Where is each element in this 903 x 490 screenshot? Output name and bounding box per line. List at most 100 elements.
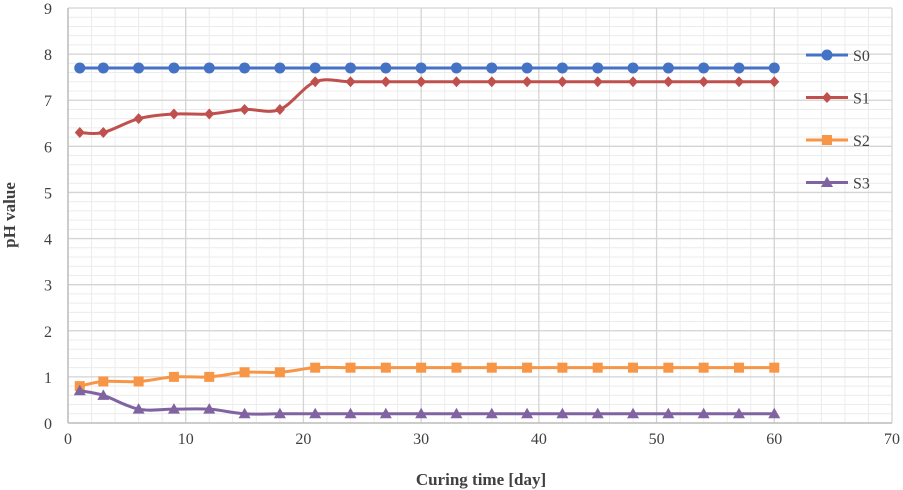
data-point-S3 [203, 403, 216, 414]
data-point-S2 [628, 362, 639, 373]
data-point-S1 [557, 76, 568, 88]
data-point-S0 [450, 62, 462, 74]
x-tick-label: 40 [531, 431, 547, 448]
y-tick-label: 9 [44, 1, 52, 18]
data-point-S3 [309, 407, 322, 419]
data-point-S0 [239, 62, 251, 74]
x-axis-label: Curing time [day] [416, 470, 546, 489]
data-point-S0 [97, 62, 109, 74]
legend-marker [821, 176, 833, 187]
data-point-S1 [698, 76, 709, 88]
y-tick-label: 5 [44, 185, 52, 202]
x-tick-label: 70 [884, 431, 900, 448]
data-point-S0 [309, 62, 321, 74]
data-point-S0 [698, 62, 710, 74]
data-point-S1 [168, 108, 179, 120]
data-point-S1 [74, 127, 85, 138]
data-point-S1 [733, 76, 744, 88]
y-tick-label: 0 [44, 416, 52, 433]
data-point-S3 [697, 407, 710, 419]
tick-labels: 0 10 20 30 40 50 60 70 0 1 2 3 4 5 6 7 8 9 [44, 1, 900, 448]
legend-label: S0 [853, 48, 870, 65]
data-point-S2 [380, 362, 391, 373]
data-point-S0 [627, 62, 639, 74]
data-point-S1 [98, 127, 109, 138]
data-point-S3 [450, 407, 463, 419]
data-point-S1 [204, 108, 215, 120]
data-point-S3 [415, 407, 428, 419]
data-point-S3 [732, 407, 745, 419]
legend-marker [821, 49, 833, 61]
data-point-S1 [239, 103, 250, 115]
data-point-S2 [769, 362, 780, 373]
series-S3 [73, 384, 781, 419]
data-point-S1 [592, 76, 603, 88]
data-point-S2 [168, 371, 179, 382]
data-point-S2 [733, 362, 744, 373]
data-point-S3 [556, 407, 569, 419]
data-point-S1 [486, 76, 497, 88]
data-point-S0 [203, 62, 215, 74]
data-point-S0 [733, 62, 745, 74]
data-point-S1 [380, 76, 391, 88]
x-tick-label: 50 [649, 431, 665, 448]
data-point-S1 [133, 113, 144, 125]
data-point-S0 [521, 62, 533, 74]
data-point-S2 [239, 367, 250, 378]
y-tick-label: 7 [44, 93, 52, 110]
x-tick-label: 10 [178, 431, 194, 448]
x-tick-label: 30 [413, 431, 429, 448]
data-point-S0 [345, 62, 357, 74]
data-point-S2 [451, 362, 462, 373]
series-group [73, 62, 781, 419]
x-tick-label: 60 [766, 431, 782, 448]
series-line-S1 [79, 78, 775, 136]
data-point-S2 [133, 376, 144, 387]
x-tick-label: 20 [295, 431, 311, 448]
data-point-S2 [486, 362, 497, 373]
data-point-S1 [628, 76, 639, 88]
data-point-S3 [273, 407, 286, 419]
data-point-S1 [310, 76, 321, 88]
data-point-S0 [168, 62, 180, 74]
data-point-S2 [663, 362, 674, 373]
data-point-S3 [662, 407, 675, 419]
y-tick-label: 4 [44, 232, 52, 249]
data-point-S2 [345, 362, 356, 373]
series-S1 [74, 76, 780, 138]
data-point-S2 [416, 362, 427, 373]
gridlines [67, 7, 893, 424]
data-point-S1 [663, 76, 674, 88]
legend-label: S3 [853, 176, 870, 193]
data-point-S0 [592, 62, 604, 74]
data-point-S1 [522, 76, 533, 88]
data-point-S3 [591, 407, 604, 419]
data-point-S0 [556, 62, 568, 74]
data-point-S2 [204, 371, 215, 382]
data-point-S2 [98, 376, 109, 387]
x-tick-label: 0 [64, 431, 72, 448]
data-point-S0 [274, 62, 286, 74]
data-point-S0 [380, 62, 392, 74]
data-point-S1 [416, 76, 427, 88]
series-line-S3 [79, 389, 775, 416]
legend: S0 S1 S2 S3 [806, 48, 870, 193]
data-point-S2 [698, 362, 709, 373]
y-axis-label: pH value [0, 182, 19, 248]
data-point-S3 [485, 407, 498, 419]
data-point-S1 [274, 103, 285, 115]
data-point-S2 [592, 362, 603, 373]
data-point-S0 [486, 62, 498, 74]
legend-marker [822, 135, 832, 145]
data-point-S3 [97, 389, 110, 400]
data-point-S3 [768, 407, 781, 419]
y-tick-label: 3 [44, 278, 52, 295]
legend-item-S0: S0 [806, 48, 870, 65]
data-point-S3 [167, 403, 180, 414]
legend-marker [822, 92, 832, 103]
data-point-S1 [769, 76, 780, 88]
data-point-S2 [522, 362, 533, 373]
data-point-S3 [132, 403, 145, 414]
